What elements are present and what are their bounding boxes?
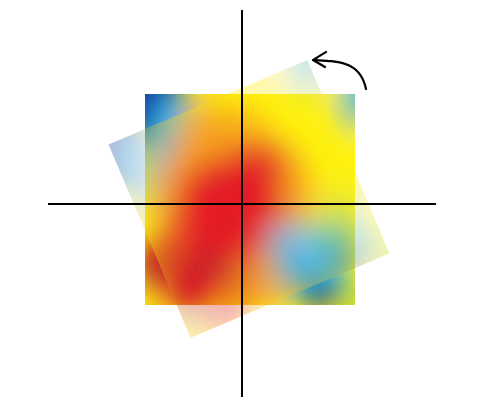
curved-arrow-icon (311, 50, 368, 91)
rotated-heatmap-overlay (55, 7, 420, 372)
